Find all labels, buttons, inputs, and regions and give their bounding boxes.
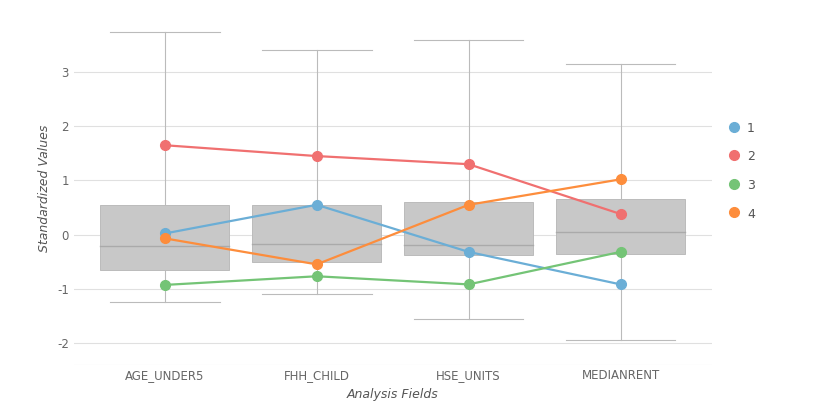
4: [464, 202, 474, 207]
3: [464, 282, 474, 287]
Bar: [556, 199, 685, 253]
Line: 3: 3: [160, 247, 626, 290]
3: [160, 282, 169, 287]
Line: 1: 1: [160, 200, 626, 289]
Line: 4: 4: [160, 174, 626, 269]
Y-axis label: Standardized Values: Standardized Values: [38, 125, 52, 252]
X-axis label: Analysis Fields: Analysis Fields: [347, 388, 438, 401]
Legend: 1, 2, 3, 4: 1, 2, 3, 4: [730, 121, 755, 221]
2: [312, 153, 321, 158]
3: [312, 274, 321, 279]
Line: 2: 2: [160, 140, 626, 219]
2: [160, 143, 169, 148]
1: [160, 231, 169, 236]
1: [616, 282, 626, 287]
Bar: [252, 205, 381, 261]
3: [616, 249, 626, 254]
4: [616, 177, 626, 182]
4: [160, 236, 169, 241]
2: [616, 212, 626, 217]
1: [464, 249, 474, 254]
4: [312, 262, 321, 267]
1: [312, 202, 321, 207]
Bar: [404, 202, 533, 255]
2: [464, 162, 474, 167]
Bar: [100, 205, 229, 270]
